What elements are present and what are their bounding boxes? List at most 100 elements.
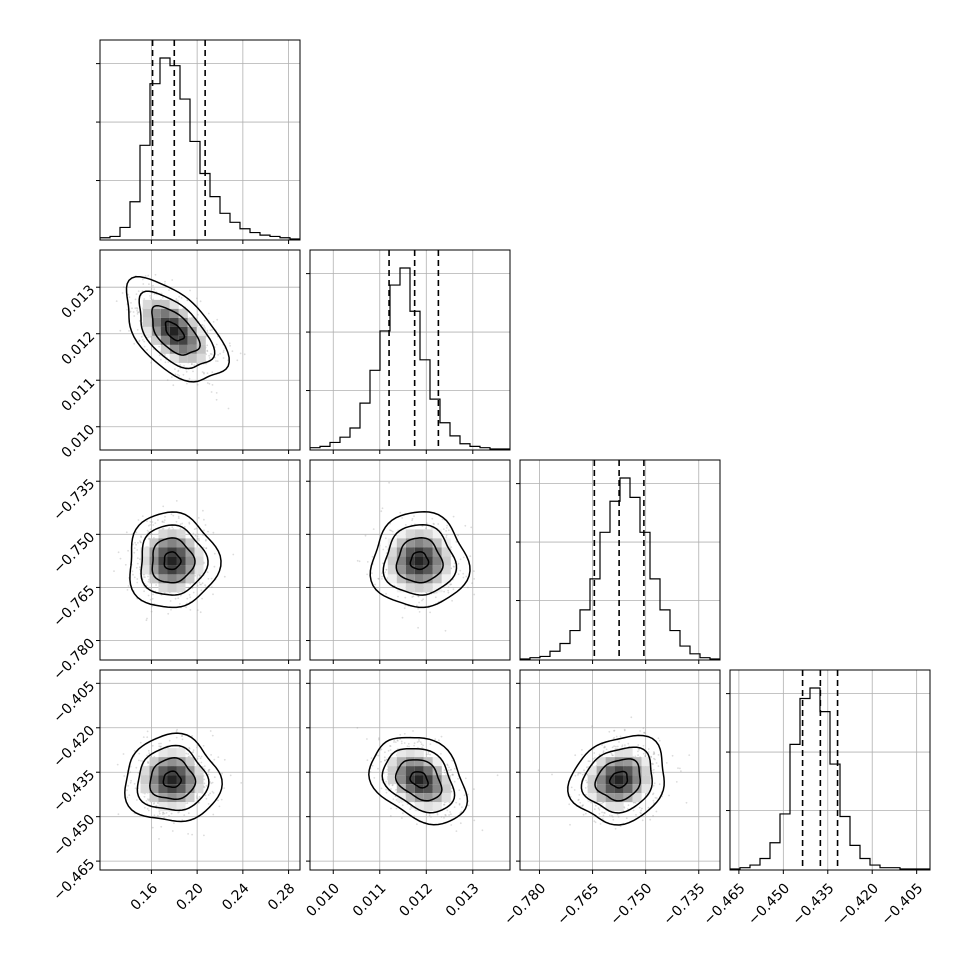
sample-point: [668, 794, 670, 797]
sample-point: [590, 801, 592, 804]
sample-point: [203, 765, 206, 767]
density-cell: [641, 757, 651, 767]
sample-point: [619, 735, 622, 738]
sample-point: [211, 781, 214, 784]
sample-point: [603, 745, 606, 748]
sample-point: [617, 815, 620, 818]
density-cell: [187, 326, 197, 336]
sample-point: [195, 527, 198, 530]
sample-point: [613, 745, 615, 748]
density-cell: [432, 766, 442, 776]
sample-point: [429, 611, 431, 614]
density-cell: [396, 583, 406, 593]
sample-point: [134, 787, 137, 790]
density-cell: [441, 547, 451, 557]
sample-point: [163, 812, 166, 815]
panel-frame: [309, 459, 511, 661]
sample-point: [213, 565, 216, 568]
sample-point: [143, 806, 146, 809]
contour-line: [162, 770, 182, 789]
sample-point: [183, 525, 186, 528]
y-tick-label: −0.750: [50, 529, 98, 577]
sample-point: [178, 295, 181, 298]
sample-point: [138, 759, 140, 762]
sample-point: [187, 812, 190, 815]
sample-point: [205, 547, 208, 550]
sample-point: [451, 773, 454, 776]
sample-point: [457, 777, 459, 780]
density-cell: [605, 766, 615, 776]
x-tick-label: −0.420: [834, 880, 882, 928]
panel-frame: [729, 669, 931, 871]
density-cell: [387, 775, 397, 785]
sample-point: [385, 791, 388, 794]
sample-point: [150, 533, 153, 535]
sample-point: [125, 531, 128, 534]
sample-point: [586, 766, 588, 769]
sample-point: [143, 340, 146, 343]
density-cell: [187, 317, 197, 327]
sample-point: [215, 398, 218, 401]
sample-point: [212, 813, 215, 816]
sample-point: [150, 288, 153, 290]
sample-point: [116, 763, 119, 766]
density-cell: [176, 793, 186, 803]
density-cell: [432, 574, 442, 584]
sample-point: [197, 801, 200, 804]
sample-point: [204, 584, 207, 586]
sample-point: [445, 530, 447, 532]
sample-point: [163, 816, 166, 819]
sample-point: [149, 297, 152, 299]
sample-point: [688, 754, 691, 756]
sample-point: [411, 519, 413, 522]
sample-point: [133, 547, 136, 549]
density-cell: [405, 547, 415, 557]
sample-point: [178, 811, 181, 813]
panel-frame: [519, 459, 721, 661]
density-cell: [405, 793, 415, 803]
density-cell: [176, 547, 186, 557]
sample-point: [613, 730, 615, 732]
sample-point: [408, 745, 410, 748]
contour-line: [409, 771, 429, 789]
sample-point: [386, 577, 389, 580]
sample-point: [217, 756, 220, 758]
sample-point: [611, 754, 614, 757]
sample-point: [157, 814, 159, 817]
sample-point: [464, 777, 467, 780]
sample-point: [119, 557, 122, 560]
sample-point: [451, 759, 454, 762]
sample-point: [380, 787, 383, 790]
sample-point: [582, 804, 584, 807]
sample-point: [201, 597, 204, 600]
sample-point: [211, 586, 213, 589]
sample-point: [390, 807, 392, 810]
sample-point: [194, 534, 197, 537]
sample-point: [652, 753, 655, 756]
sample-point: [196, 537, 199, 540]
sample-point: [377, 577, 380, 580]
sample-point: [453, 566, 455, 568]
sample-point: [147, 760, 149, 763]
density-cell: [641, 775, 651, 785]
sample-point: [578, 771, 581, 774]
sample-point: [147, 798, 149, 801]
density-cell: [176, 529, 186, 539]
density-cell: [423, 547, 433, 557]
sample-point: [232, 553, 235, 556]
sample-point: [138, 566, 141, 569]
sample-point: [473, 570, 475, 572]
sample-point: [200, 589, 203, 592]
sample-point: [202, 534, 205, 536]
sample-point: [117, 551, 120, 554]
sample-point: [385, 592, 387, 595]
sample-point: [199, 757, 202, 760]
sample-point: [459, 822, 462, 825]
density-cell: [423, 529, 433, 539]
sample-point: [149, 598, 152, 601]
sample-point: [204, 539, 207, 542]
sample-point: [207, 530, 209, 533]
sample-point: [450, 813, 452, 816]
sample-point: [598, 753, 601, 756]
density-cell: [414, 574, 424, 584]
